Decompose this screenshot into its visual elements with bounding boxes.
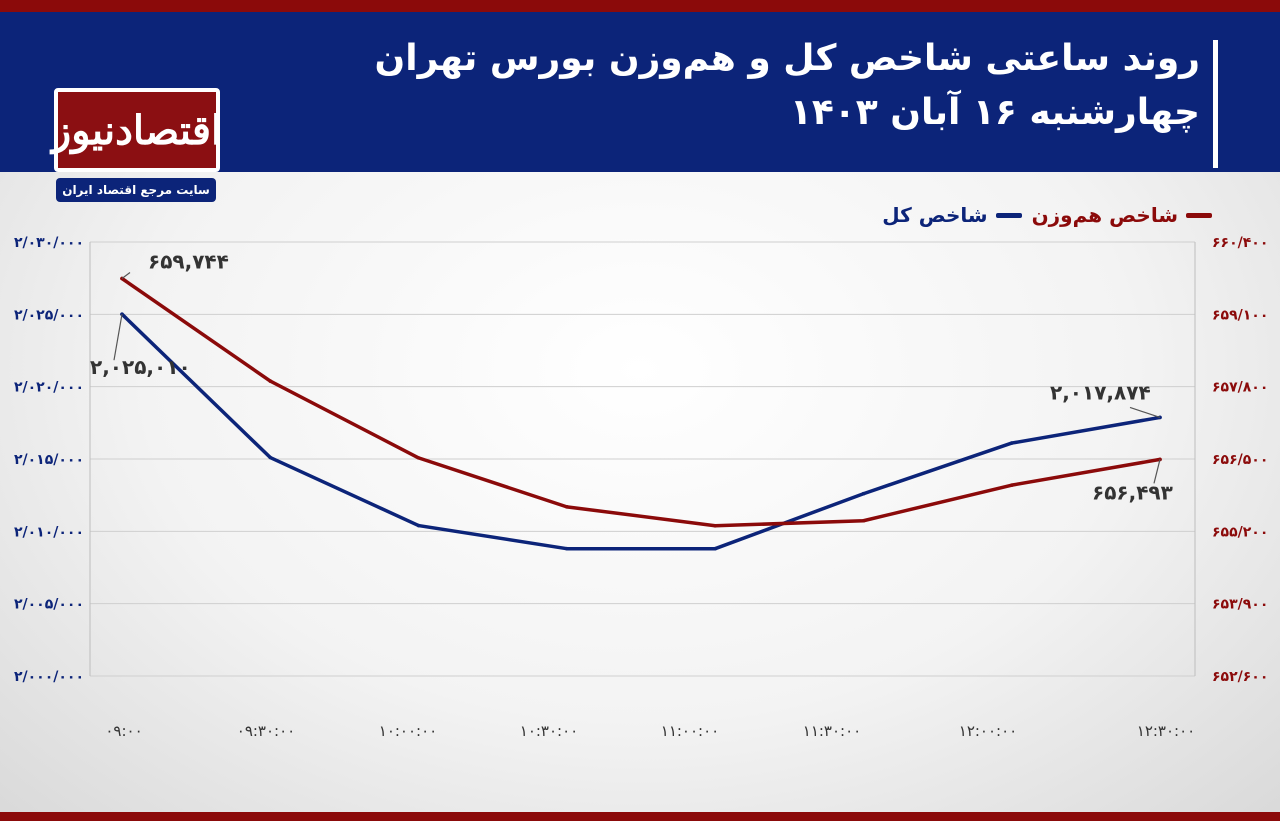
legend-item-equal-weight: شاخص هم‌وزن bbox=[1032, 203, 1212, 227]
data-point-equal-weight bbox=[268, 379, 273, 383]
data-label: ۲,۰۲۵,۰۱۰ bbox=[90, 355, 191, 379]
y-right-tick-label: ۶۶۰/۴۰۰ bbox=[1212, 235, 1268, 251]
y-right-tick-label: ۶۵۹/۱۰۰ bbox=[1212, 307, 1268, 323]
legend-swatch-total-index bbox=[995, 212, 1022, 218]
top-accent-strip bbox=[0, 0, 1280, 12]
x-tick-label: ۰۹:۰۰ bbox=[105, 722, 142, 740]
legend-item-total-index: شاخص کل bbox=[882, 203, 1022, 227]
x-tick-label: ۱۱:۳۰:۰۰ bbox=[803, 722, 861, 740]
series-layer bbox=[120, 276, 1162, 551]
annotation-leader bbox=[1153, 459, 1161, 484]
brand-logo: اقتصادنیوز bbox=[51, 88, 223, 172]
y-left-tick-label: ۲/۰۱۰/۰۰۰ bbox=[14, 524, 84, 540]
x-axis: ۰۹:۰۰ ۰۹:۳۰:۰۰ ۱۰:۰۰:۰۰ ۱۰:۳۰:۰۰ ۱۱:۰۰:۰۰ ۱۱:… bbox=[105, 722, 1195, 740]
annotation-leader bbox=[1129, 406, 1161, 418]
series-line-total-index bbox=[120, 312, 1162, 551]
data-point-total-index bbox=[1009, 441, 1014, 445]
chart-title: روند ساعتی شاخص کل و هم‌وزن بورس تهران bbox=[374, 38, 1200, 79]
data-point-equal-weight bbox=[565, 505, 569, 509]
legend-swatch-equal-weight bbox=[1186, 212, 1212, 218]
data-point-total-index bbox=[268, 455, 273, 460]
y-left-tick-label: ۲/۰۱۵/۰۰۰ bbox=[14, 452, 84, 468]
data-point-equal-weight bbox=[713, 523, 717, 528]
y-left-tick-label: ۲/۰۳۰/۰۰۰ bbox=[14, 235, 84, 251]
x-tick-label: ۱۰:۰۰:۰۰ bbox=[379, 722, 437, 740]
y-right-tick-label: ۶۵۳/۹۰۰ bbox=[1212, 597, 1268, 613]
brand-tagline: سایت مرجع اقتصاد ایران bbox=[56, 178, 216, 202]
title-block: روند ساعتی شاخص کل و هم‌وزن بورس تهران چ… bbox=[300, 34, 1200, 138]
data-point-total-index bbox=[565, 546, 569, 551]
x-tick-label: ۱۱:۰۰:۰۰ bbox=[661, 722, 719, 740]
data-point-equal-weight bbox=[416, 456, 421, 460]
y-right-tick-label: ۶۵۶/۵۰۰ bbox=[1212, 452, 1268, 468]
series-line-equal-weight bbox=[120, 276, 1162, 528]
annotation-layer: ۶۵۹,۷۴۴ ۲,۰۲۵,۰۱۰ ۲,۰۱۷,۸۷۴ ۶۵۶,۴۹۳ bbox=[90, 250, 1173, 505]
y-left-tick-label: ۲/۰۰۰/۰۰۰ bbox=[14, 669, 84, 685]
y-left-tick-label: ۲/۰۲۰/۰۰۰ bbox=[14, 380, 84, 396]
y-axis-left: ۲/۰۰۰/۰۰۰ ۲/۰۰۵/۰۰۰ ۲/۰۱۰/۰۰۰ ۲/۰۱۵/۰۰۰ ۲/۰۲… bbox=[14, 235, 84, 685]
annotation-leader bbox=[121, 272, 131, 279]
y-left-tick-label: ۲/۰۲۵/۰۰۰ bbox=[14, 307, 84, 323]
x-tick-label: ۰۹:۳۰:۰۰ bbox=[237, 722, 295, 740]
data-label: ۶۵۶,۴۹۳ bbox=[1092, 480, 1173, 504]
chart-subtitle: چهارشنبه ۱۶ آبان ۱۴۰۳ bbox=[789, 92, 1200, 133]
y-right-tick-label: ۶۵۵/۲۰۰ bbox=[1212, 524, 1268, 540]
y-right-tick-label: ۶۵۷/۸۰۰ bbox=[1212, 380, 1268, 396]
data-label: ۶۵۹,۷۴۴ bbox=[148, 250, 229, 274]
legend-label-total-index: شاخص کل bbox=[882, 203, 988, 227]
x-tick-label: ۱۲:۳۰:۰۰ bbox=[1137, 722, 1195, 740]
x-tick-label: ۱۰:۳۰:۰۰ bbox=[520, 722, 578, 740]
bottom-accent-strip bbox=[0, 812, 1280, 821]
annotation-leader bbox=[113, 314, 123, 361]
brand-logo-text: اقتصادنیوز bbox=[51, 106, 223, 154]
data-point-total-index bbox=[713, 546, 717, 551]
grid-layer bbox=[89, 241, 1196, 677]
y-left-tick-label: ۲/۰۰۵/۰۰۰ bbox=[14, 597, 84, 613]
chart-legend: شاخص هم‌وزن شاخص کل bbox=[882, 200, 1212, 230]
y-axis-right: ۶۵۲/۶۰۰ ۶۵۳/۹۰۰ ۶۵۵/۲۰۰ ۶۵۶/۵۰۰ ۶۵۷/۸۰۰ ۶۵۹/۱… bbox=[1212, 235, 1268, 685]
data-point-total-index bbox=[416, 523, 421, 528]
data-point-total-index bbox=[861, 491, 866, 496]
data-point-equal-weight bbox=[861, 518, 866, 523]
data-point-equal-weight bbox=[1009, 483, 1014, 487]
legend-label-equal-weight: شاخص هم‌وزن bbox=[1031, 203, 1178, 227]
x-tick-label: ۱۲:۰۰:۰۰ bbox=[959, 722, 1017, 740]
title-divider bbox=[1213, 40, 1218, 168]
data-label: ۲,۰۱۷,۸۷۴ bbox=[1050, 380, 1151, 404]
y-right-tick-label: ۶۵۲/۶۰۰ bbox=[1212, 669, 1268, 685]
